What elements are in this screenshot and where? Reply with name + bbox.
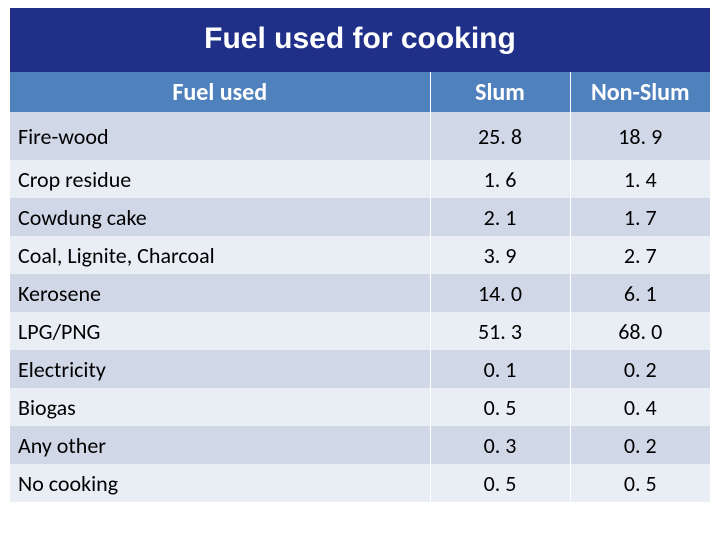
table-row: LPG/PNG51. 368. 0 [10,312,710,350]
slum-value: 3. 9 [430,236,570,274]
col-header-nonslum: Non-Slum [570,72,710,112]
slum-value: 25. 8 [430,112,570,160]
slum-value: 51. 3 [430,312,570,350]
nonslum-value: 1. 7 [570,198,710,236]
nonslum-value: 0. 2 [570,350,710,388]
fuel-label: LPG/PNG [10,312,430,350]
table-body: Fire-wood25. 818. 9Crop residue1. 61. 4C… [10,112,710,502]
fuel-label: Coal, Lignite, Charcoal [10,236,430,274]
fuel-table: Fuel used Slum Non-Slum Fire-wood25. 818… [10,72,710,502]
nonslum-value: 18. 9 [570,112,710,160]
nonslum-value: 68. 0 [570,312,710,350]
col-header-slum: Slum [430,72,570,112]
col-header-fuel: Fuel used [10,72,430,112]
table-row: Kerosene14. 06. 1 [10,274,710,312]
slide-title: Fuel used for cooking [10,8,710,72]
fuel-label: Kerosene [10,274,430,312]
table-row: Crop residue1. 61. 4 [10,160,710,198]
fuel-label: Biogas [10,388,430,426]
slum-value: 0. 5 [430,464,570,502]
table-row: Electricity0. 10. 2 [10,350,710,388]
table-row: Coal, Lignite, Charcoal3. 92. 7 [10,236,710,274]
slum-value: 14. 0 [430,274,570,312]
slide: Fuel used for cooking Fuel used Slum Non… [0,0,720,540]
fuel-label: Fire-wood [10,112,430,160]
nonslum-value: 0. 4 [570,388,710,426]
nonslum-value: 0. 5 [570,464,710,502]
fuel-label: No cooking [10,464,430,502]
nonslum-value: 1. 4 [570,160,710,198]
slum-value: 2. 1 [430,198,570,236]
fuel-label: Crop residue [10,160,430,198]
table-row: Biogas0. 50. 4 [10,388,710,426]
table-header-row: Fuel used Slum Non-Slum [10,72,710,112]
slum-value: 0. 3 [430,426,570,464]
nonslum-value: 2. 7 [570,236,710,274]
table-row: Fire-wood25. 818. 9 [10,112,710,160]
slum-value: 0. 1 [430,350,570,388]
slum-value: 1. 6 [430,160,570,198]
slum-value: 0. 5 [430,388,570,426]
nonslum-value: 6. 1 [570,274,710,312]
fuel-label: Electricity [10,350,430,388]
fuel-label: Cowdung cake [10,198,430,236]
fuel-label: Any other [10,426,430,464]
table-row: No cooking0. 50. 5 [10,464,710,502]
table-row: Cowdung cake2. 11. 7 [10,198,710,236]
table-row: Any other0. 30. 2 [10,426,710,464]
fuel-table-wrap: Fuel used Slum Non-Slum Fire-wood25. 818… [10,72,710,530]
nonslum-value: 0. 2 [570,426,710,464]
